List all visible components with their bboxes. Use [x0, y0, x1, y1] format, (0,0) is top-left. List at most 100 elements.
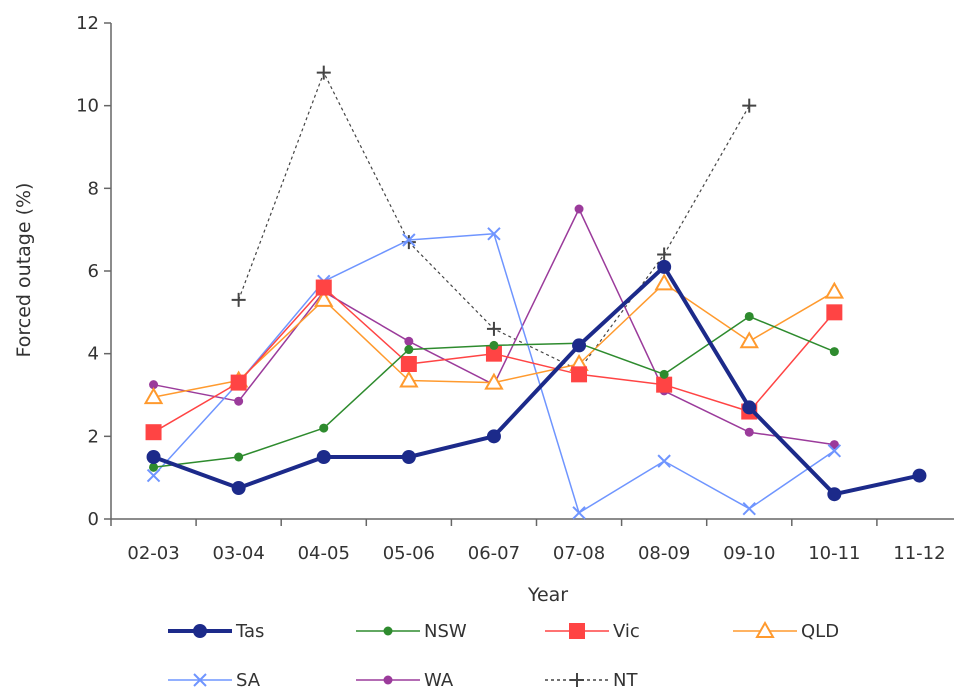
series-qld — [143, 273, 845, 405]
data-point-tas — [401, 450, 416, 464]
data-point-qld — [143, 387, 164, 405]
legend-item-sa: SA — [168, 670, 261, 691]
y-tick-label: 2 — [88, 426, 99, 447]
series-nsw — [149, 311, 839, 472]
data-point-sa — [572, 506, 586, 520]
x-tick-label: 11-12 — [893, 543, 945, 564]
data-point-nsw — [234, 452, 244, 462]
data-point-qld — [739, 331, 759, 349]
y-tick-label: 10 — [76, 96, 99, 117]
data-point-nsw — [744, 311, 754, 321]
data-point-sa — [827, 444, 842, 458]
data-point-tas — [231, 481, 246, 495]
data-point-nt — [316, 65, 331, 80]
data-point-vic — [400, 356, 417, 372]
data-point-tas — [827, 487, 842, 502]
y-tick-label: 12 — [76, 13, 99, 34]
legend-label-nt: NT — [613, 670, 638, 691]
x-tick-label: 06-07 — [468, 543, 520, 564]
legend-label-nsw: NSW — [424, 621, 467, 642]
x-tick-label: 09-10 — [723, 543, 775, 564]
data-point-sa — [487, 227, 501, 241]
data-point-nsw — [404, 345, 414, 355]
legend: Tas NSW Vic QLD SA WA NT — [168, 620, 839, 691]
data-point-tas — [316, 450, 331, 464]
legend-label-qld: QLD — [801, 621, 839, 642]
x-tick-label: 02-03 — [127, 543, 179, 564]
data-point-vic — [230, 374, 247, 391]
data-point-wa — [574, 204, 584, 214]
series-tas — [146, 259, 927, 502]
data-point-vic — [826, 304, 843, 321]
data-point-nsw — [319, 423, 329, 433]
legend-item-qld: QLD — [733, 620, 839, 642]
x-tick-label: 07-08 — [553, 543, 605, 564]
y-tick-label: 4 — [88, 344, 99, 365]
x-tick-label: 10-11 — [808, 543, 860, 564]
data-point-tas — [912, 468, 927, 483]
legend-marker-vic — [569, 623, 585, 639]
data-point-qld — [399, 370, 419, 388]
data-point-tas — [486, 429, 501, 444]
data-point-wa — [404, 336, 414, 346]
series-vic — [145, 279, 843, 441]
y-tick-label: 6 — [88, 261, 99, 282]
data-point-sa — [402, 233, 416, 247]
data-point-nt — [742, 98, 757, 113]
legend-marker-nsw — [383, 626, 393, 636]
data-point-vic — [315, 279, 332, 296]
legend-marker-nt — [570, 673, 584, 687]
data-point-wa — [149, 380, 159, 390]
x-tick-label: 04-05 — [298, 543, 350, 564]
legend-item-vic: Vic — [545, 621, 640, 642]
data-point-vic — [145, 424, 162, 441]
data-point-tas — [146, 450, 161, 464]
x-tick-label: 05-06 — [383, 543, 435, 564]
data-point-qld — [824, 281, 845, 299]
legend-label-vic: Vic — [613, 621, 640, 642]
data-point-nt — [231, 292, 246, 307]
data-point-vic — [656, 376, 673, 393]
data-point-sa — [146, 468, 161, 483]
data-point-wa — [829, 440, 839, 450]
data-point-vic — [571, 366, 588, 383]
x-tick-label: 03-04 — [212, 543, 264, 564]
legend-marker-tas — [193, 624, 207, 638]
legend-label-wa: WA — [424, 670, 454, 691]
data-point-tas — [742, 400, 757, 415]
x-tick-label: 08-09 — [638, 543, 690, 564]
data-point-vic — [485, 345, 502, 362]
data-point-nsw — [659, 369, 669, 379]
data-point-qld — [314, 289, 334, 307]
data-point-qld — [654, 273, 674, 291]
legend-item-nsw: NSW — [356, 621, 467, 642]
legend-item-wa: WA — [356, 670, 454, 691]
legend-item-nt: NT — [545, 670, 638, 691]
y-tick-label: 0 — [88, 509, 99, 530]
data-point-qld — [484, 372, 504, 390]
legend-marker-wa — [383, 675, 393, 685]
x-axis-title: Year — [527, 584, 568, 606]
data-point-tas — [657, 259, 672, 274]
y-axis-title: Forced outage (%) — [13, 183, 35, 358]
legend-marker-sa — [193, 673, 207, 687]
data-point-nsw — [489, 340, 499, 350]
data-point-sa — [742, 501, 756, 516]
legend-marker-qld — [755, 620, 775, 638]
data-point-tas — [572, 338, 587, 353]
legend-label-sa: SA — [236, 670, 261, 691]
legend-item-tas: Tas — [168, 621, 264, 642]
legend-label-tas: Tas — [235, 621, 264, 642]
series-nt — [231, 65, 757, 378]
data-point-sa — [657, 454, 671, 468]
data-point-nt — [486, 321, 501, 336]
y-tick-label: 8 — [88, 178, 99, 199]
data-point-nsw — [829, 347, 839, 357]
data-point-nsw — [149, 462, 159, 472]
data-point-wa — [234, 396, 244, 406]
data-point-wa — [744, 427, 754, 437]
series-line-tas — [152, 264, 920, 497]
series-line-nsw — [153, 315, 835, 469]
